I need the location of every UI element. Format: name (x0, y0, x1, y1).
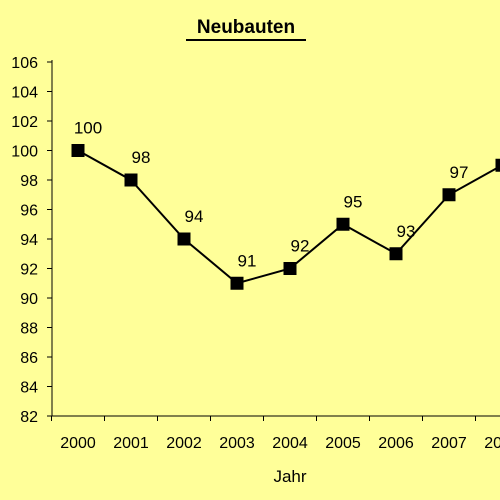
x-tick-label: 2006 (378, 435, 414, 452)
y-tick-label: 92 (20, 262, 38, 279)
data-label: 91 (238, 251, 257, 270)
x-tick-label: 2005 (325, 435, 361, 452)
y-tick-label: 94 (20, 232, 38, 249)
y-tick-label: 82 (20, 409, 38, 426)
y-tick-label: 84 (20, 380, 38, 397)
x-tick-label: 2002 (166, 435, 202, 452)
data-point-marker (495, 158, 500, 172)
data-point-marker (71, 144, 85, 157)
data-point-marker (283, 262, 297, 275)
axes (51, 60, 500, 417)
x-ticks: 2000 2001 2002 2003 2004 2005 2006 2007 2008 (51, 416, 500, 452)
y-tick-label: 106 (11, 55, 38, 72)
data-label: 93 (397, 222, 416, 241)
chart-title: Neubauten (197, 17, 295, 38)
y-tick-label: 102 (11, 114, 38, 131)
data-point-marker (389, 247, 403, 261)
x-tick-label: 2004 (272, 435, 308, 452)
data-point-marker (230, 276, 244, 290)
x-tick-label: 2003 (219, 435, 255, 452)
y-tick-label: 90 (20, 291, 38, 308)
data-label: 95 (344, 192, 363, 211)
y-tick-label: 86 (20, 350, 38, 367)
x-tick-label: 2007 (431, 435, 467, 452)
y-tick-label: 100 (11, 144, 38, 161)
data-label: 92 (291, 237, 310, 256)
data-label: 94 (185, 207, 204, 226)
x-axis-title: Jahr (273, 467, 306, 486)
y-tick-label: 104 (11, 85, 38, 102)
data-point-marker (124, 173, 138, 187)
data-label: 97 (450, 163, 469, 182)
x-tick-label: 2001 (113, 435, 149, 452)
y-tick-label: 88 (20, 321, 38, 338)
x-tick-label: 2000 (60, 435, 96, 452)
x-tick-label: 2008 (484, 435, 500, 452)
y-ticks: 82 84 86 88 90 92 94 96 98 100 102 104 106 (11, 55, 52, 426)
y-tick-label: 96 (20, 203, 38, 220)
data-label: 100 (74, 119, 102, 138)
y-tick-label: 98 (20, 173, 38, 190)
data-point-marker (442, 188, 456, 202)
series-group: 1009894919295939799 (71, 119, 500, 290)
chart-title-group: Neubauten (186, 17, 306, 41)
data-point-marker (336, 217, 350, 231)
data-label: 98 (132, 148, 151, 167)
data-point-marker (177, 232, 191, 246)
